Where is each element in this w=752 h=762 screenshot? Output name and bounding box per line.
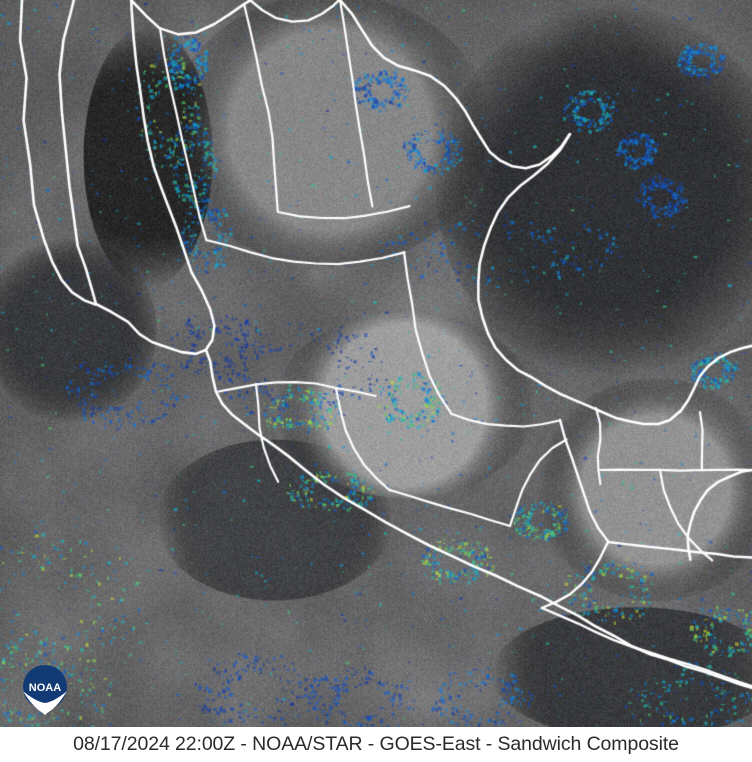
caption-bar: 08/17/2024 22:00Z - NOAA/STAR - GOES-Eas… [0, 727, 752, 762]
satellite-imagery-canvas [0, 0, 752, 727]
image-caption: 08/17/2024 22:00Z - NOAA/STAR - GOES-Eas… [73, 733, 679, 755]
satellite-image-panel: NOAA [0, 0, 752, 727]
